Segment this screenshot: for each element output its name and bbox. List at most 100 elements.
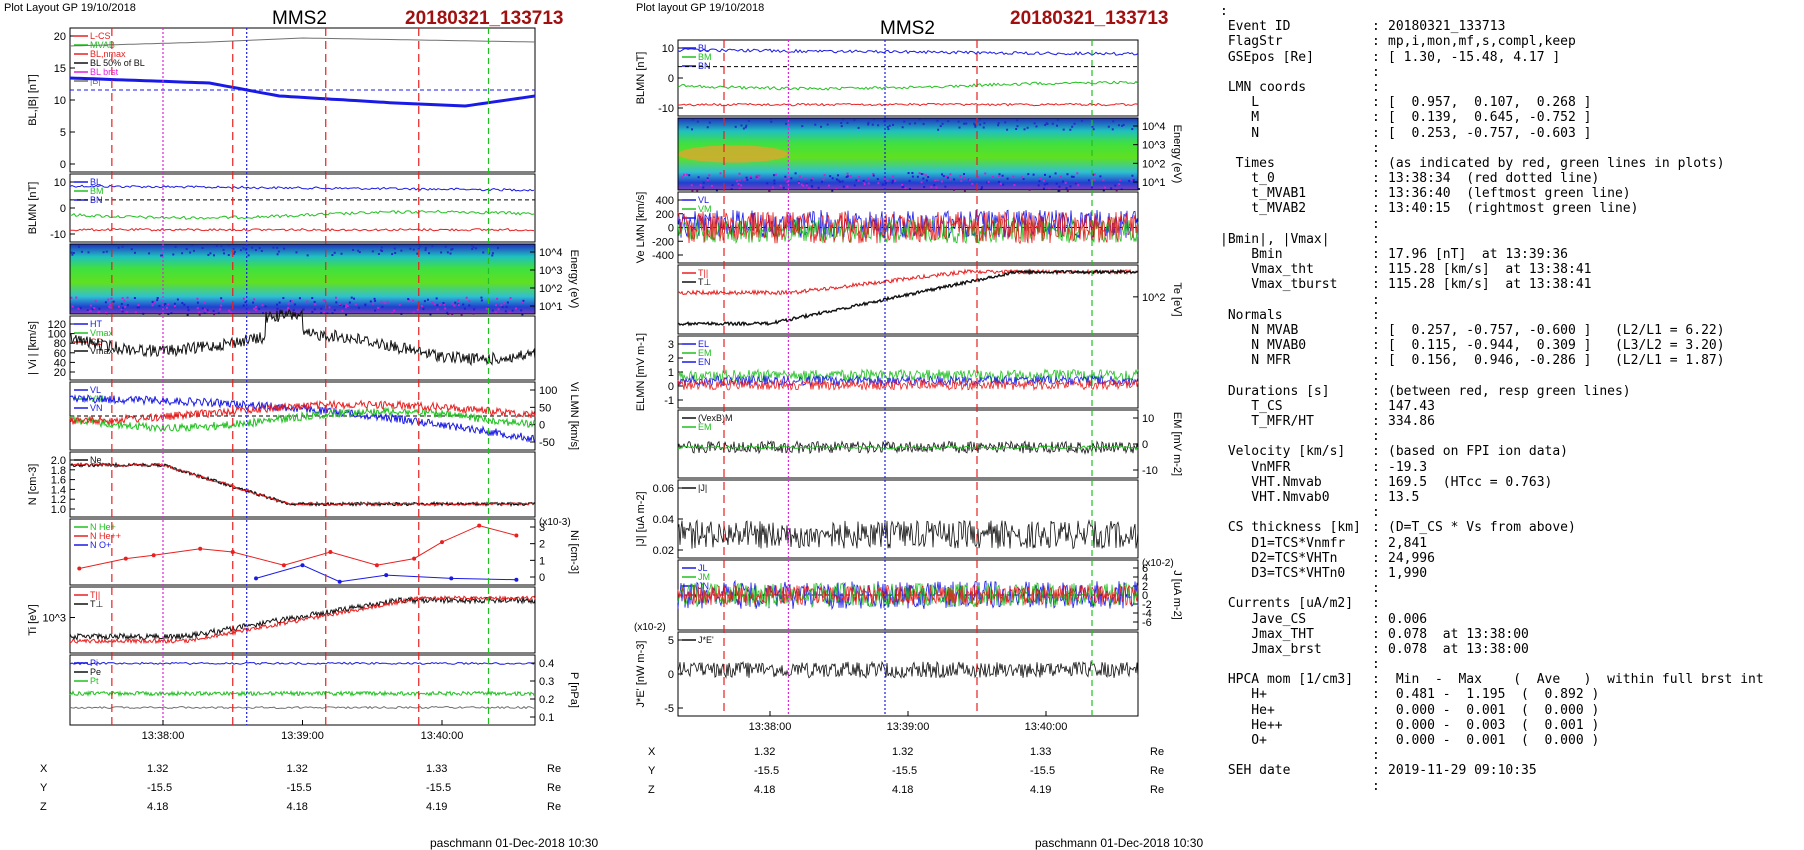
spectrogram-speckle [522, 299, 525, 302]
spectrogram-speckle [151, 304, 154, 307]
legend-label: BN [698, 61, 711, 71]
spectrogram-speckle [997, 122, 1000, 125]
series-line [69, 595, 536, 645]
y-tick-label: 10 [54, 95, 66, 107]
spectrogram-speckle [384, 302, 387, 305]
spectrogram-speckle [771, 186, 774, 189]
spectrogram-speckle [960, 179, 963, 182]
info-colon: : [1372, 657, 1380, 673]
spectrogram-speckle [766, 182, 769, 185]
spectrogram-speckle [930, 186, 933, 189]
spectrogram-speckle [982, 126, 985, 129]
y-tick-label: 10^3 [42, 613, 66, 625]
spectrogram-speckle [933, 184, 936, 187]
spectrogram-speckle [959, 174, 962, 177]
spectrogram-speckle [91, 308, 94, 311]
info-row: D3=TCS*VHTn0:1,990 [1220, 566, 1764, 581]
info-value: [ 0.115, -0.944, 0.309 ] (L3/L2 = 3.20) [1388, 338, 1725, 354]
y-axis-label: J*E' [nW m-3] [635, 641, 647, 708]
spectrogram-speckle [252, 301, 255, 304]
spectrogram-speckle [189, 251, 192, 254]
spectrogram-speckle [686, 126, 689, 129]
spectrogram-speckle [480, 296, 483, 299]
spectrogram-speckle [374, 299, 377, 302]
spectrogram-speckle [121, 245, 124, 248]
y-tick-label: 400 [656, 195, 674, 207]
spectrogram-speckle [223, 252, 226, 255]
panel-frame [677, 264, 1139, 335]
spectrogram-speckle [779, 184, 782, 187]
info-colon: : [1372, 353, 1380, 369]
coord-label: Z [648, 784, 655, 796]
spectrogram-speckle [871, 123, 874, 126]
spectrogram-speckle [446, 311, 449, 314]
series-line [69, 406, 536, 433]
info-key: GSEpos [Re] [1220, 49, 1314, 65]
spectrogram-speckle [1080, 119, 1083, 122]
series-line [69, 595, 536, 642]
x-tick-label: 13:38:00 [142, 730, 185, 742]
info-row: t_MVAB1:13:36:40 (leftmost green line) [1220, 186, 1764, 201]
spectrogram-speckle [153, 301, 156, 304]
y-tick-label: 1.4 [51, 484, 66, 496]
spectrogram-speckle [887, 128, 890, 131]
spectrogram-speckle [697, 176, 700, 179]
coord-value: 1.32 [892, 746, 914, 758]
right-tick-label: 0.3 [539, 676, 554, 688]
spectrogram-speckle [886, 179, 889, 182]
y-tick-label: 5 [60, 127, 66, 139]
coord-value: 1.32 [754, 746, 776, 758]
spectrogram-speckle [749, 175, 752, 178]
spectrogram-speckle [1092, 173, 1095, 176]
spectrogram-speckle [736, 180, 739, 183]
coord-value: 1.32 [286, 763, 308, 775]
spectrogram-speckle [797, 182, 800, 185]
right-tick-label: 0 [539, 420, 545, 432]
spectrogram-speckle [965, 122, 968, 125]
spectrogram-speckle [364, 303, 367, 306]
info-colon: : [1372, 520, 1380, 536]
spectrogram-speckle [444, 245, 447, 248]
spectrogram-speckle [740, 124, 743, 127]
coord-unit: Re [1150, 784, 1165, 796]
spectrogram-speckle [87, 251, 90, 254]
right-axis-label: Energy (eV) [568, 250, 580, 309]
spectrogram-speckle [963, 173, 966, 176]
spectrogram-speckle [242, 247, 245, 250]
spectrogram-speckle [944, 185, 947, 188]
spectrogram-speckle [808, 187, 811, 190]
info-row: t_MVAB2:13:40:15 (rightmost green line) [1220, 201, 1764, 216]
spectrogram-speckle [511, 309, 514, 312]
spectrogram-speckle [822, 178, 825, 181]
spectrogram-speckle [773, 179, 776, 182]
spectrogram-speckle [398, 303, 401, 306]
y-tick-label: -10 [658, 103, 674, 115]
info-colon: : [1372, 763, 1380, 779]
spectrogram-speckle [242, 304, 245, 307]
right-tick-label: 10^1 [1142, 177, 1166, 189]
spectrogram-speckle [348, 301, 351, 304]
data-point [77, 566, 82, 571]
info-row: He+: 0.000 - 0.001 ( 0.000 ) [1220, 703, 1764, 718]
info-key [1220, 429, 1372, 444]
spectrogram-speckle [86, 309, 89, 312]
spectrogram-speckle [841, 180, 844, 183]
y-tick-label: 0 [668, 73, 674, 85]
coord-value: -15.5 [286, 782, 312, 794]
spectrogram-speckle [979, 123, 982, 126]
y-axis-label: ELMN [mV m-1] [635, 333, 647, 411]
info-key [1220, 505, 1372, 520]
spectrogram-speckle [350, 296, 353, 299]
data-point [374, 563, 379, 568]
spectrogram-speckle [1132, 179, 1135, 182]
spectrogram-speckle [381, 249, 384, 252]
spectrogram-speckle [107, 298, 110, 301]
spectrogram-speckle [313, 300, 316, 303]
spectrogram-speckle [191, 244, 194, 247]
spectrogram-speckle [977, 176, 980, 179]
spectrogram-speckle [258, 307, 261, 310]
